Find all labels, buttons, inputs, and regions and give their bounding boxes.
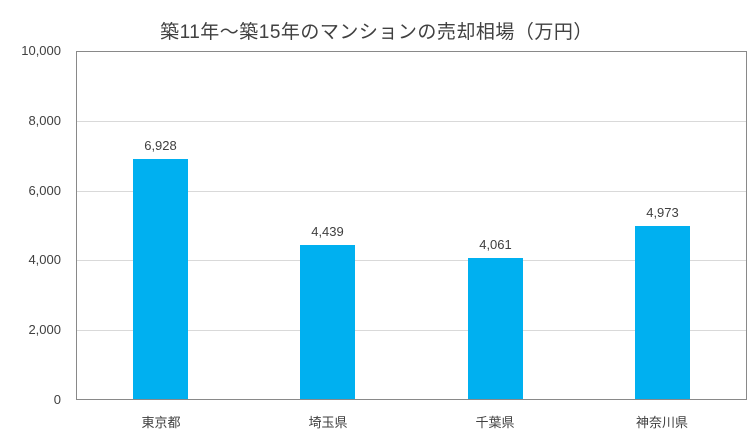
- x-tick-saitama: 埼玉県: [308, 415, 348, 430]
- y-tick-4000: 4,000: [28, 252, 61, 267]
- y-tick-10000: 10,000: [21, 43, 61, 58]
- bar-group-kanagawa: 4,973: [635, 52, 690, 399]
- bar-value-label: 4,439: [311, 223, 344, 239]
- bar-chiba: [468, 258, 523, 399]
- gridline-6000: [77, 190, 746, 192]
- bar-tokyo: [133, 158, 188, 399]
- x-axis: 東京都 埼玉県 千葉県 神奈川県: [77, 412, 746, 436]
- bar-group-tokyo: 6,928: [133, 52, 188, 399]
- bar-saitama: [300, 244, 355, 399]
- x-tick-tokyo: 東京都: [141, 415, 181, 430]
- bar-group-saitama: 4,439: [300, 52, 355, 399]
- gridline-2000: [77, 329, 746, 331]
- chart-title: 築11年～築15年のマンションの売却相場（万円）: [160, 22, 593, 43]
- bar-value-label: 6,928: [144, 137, 177, 153]
- bar-value-label: 4,973: [646, 205, 679, 221]
- x-tick-chiba: 千葉県: [475, 415, 515, 430]
- bar-group-chiba: 4,061: [468, 52, 523, 399]
- bar-value-label: 4,061: [479, 237, 512, 253]
- y-tick-6000: 6,000: [28, 183, 61, 198]
- y-tick-0: 0: [53, 392, 61, 407]
- x-tick-kanagawa: 神奈川県: [635, 415, 689, 430]
- gridline-8000: [77, 121, 746, 123]
- y-axis: 10,000 8,000 6,000 4,000 2,000 0: [0, 0, 61, 446]
- y-tick-2000: 2,000: [28, 322, 61, 337]
- plot-area: 6,928 4,439 4,061 4,973: [76, 51, 747, 400]
- gridline-4000: [77, 260, 746, 262]
- bar-kanagawa: [635, 226, 690, 399]
- y-tick-8000: 8,000: [28, 113, 61, 128]
